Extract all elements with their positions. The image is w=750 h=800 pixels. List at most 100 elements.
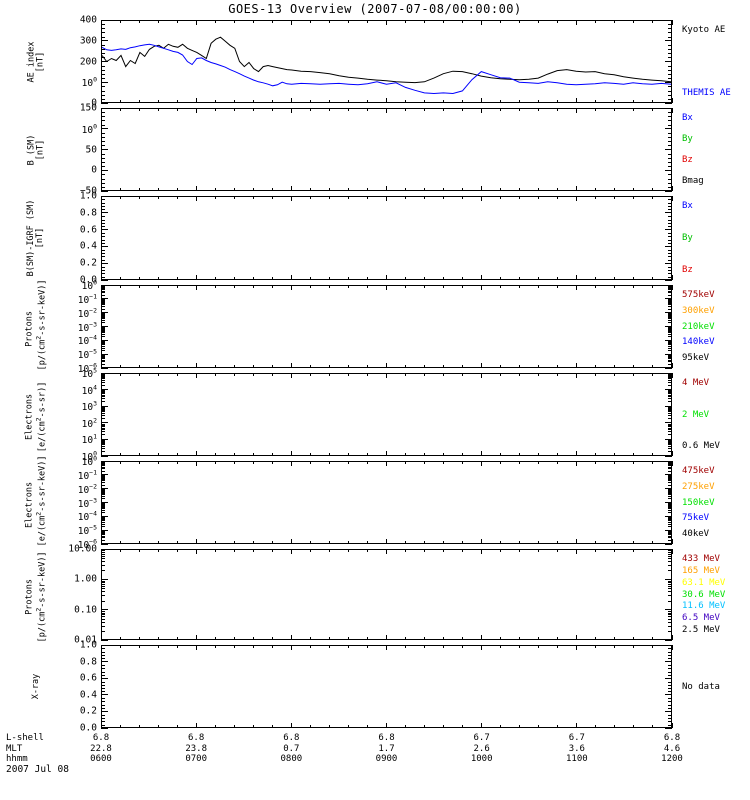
ytick-minor [101,390,105,392]
ytick-minor [668,535,672,537]
xtick-minor [443,541,445,544]
ytick-mark [101,40,108,42]
ytick-minor [668,489,672,491]
ytick-mark [101,460,108,462]
ytick-bigrf-4: 0.8 [79,207,97,219]
xtick-minor [119,645,121,648]
xtick-minor [500,549,502,552]
ytick-minor [668,476,672,478]
ytick-mark [101,710,108,712]
ytick-minor [101,582,105,584]
ytick-minor [101,440,105,442]
xtick-minor [119,365,121,368]
ytick-minor [668,336,672,338]
xtick-minor [614,20,616,23]
ytick-protons_kev-0: 10−6 [77,361,97,375]
xtick-minor [424,108,426,111]
xtick-minor [405,725,407,728]
xtick-minor [119,541,121,544]
xtick-minor [576,285,578,288]
xtick-minor [328,637,330,640]
ytick-minor [668,491,672,493]
ytick-minor [668,718,672,720]
ytick-minor [668,417,672,419]
ytick-minor [668,612,672,614]
ytick-minor [668,512,672,514]
ytick-minor [101,518,105,520]
xtick-minor [595,100,597,103]
ytick-minor [668,516,672,518]
xtick-minor [633,277,635,280]
ytick-mark [665,639,672,641]
xtick-minor [328,541,330,544]
ytick-minor [101,209,105,211]
xtick-minor [462,100,464,103]
ytick-minor [668,292,672,294]
xtick-minor [557,461,559,464]
ytick-mark [665,543,672,545]
xtick-minor [366,373,368,376]
ytick-minor [668,503,672,505]
xtick-minor [576,453,578,456]
xtick-minor [176,453,178,456]
ytick-minor [101,332,105,333]
ytick-minor [668,347,672,349]
xtick-minor [405,277,407,280]
ytick-minor [668,714,672,716]
xtick-minor [538,196,540,199]
xtick-minor [538,100,540,103]
ytick-minor [101,503,105,505]
xtick-minor [195,373,197,376]
ytick-minor [668,32,672,34]
xtick-minor [290,637,292,640]
ytick-minor [101,508,105,509]
legend-bigrf-0: Bx [682,201,693,211]
xaxis-row-label-l-shell: L-shell [6,733,44,743]
ytick-minor [668,414,672,416]
ytick-minor [101,49,105,51]
xtick-minor [138,461,140,464]
ylabel-protons_mev: Protons [p/(cm2-s-sr-keV)] [24,550,47,642]
xtick-minor [614,365,616,368]
xtick-minor [405,108,407,111]
xtick-minor [652,637,654,640]
ytick-bigrf-0: 0.0 [79,274,97,286]
xtick-minor [424,541,426,544]
legend-electrons_kev-2: 150keV [682,497,715,508]
xtick-minor [328,188,330,191]
ytick-minor [101,120,105,122]
xtick-minor [652,20,654,23]
xtick-minor [271,645,273,648]
xtick-minor [633,645,635,648]
ytick-minor [101,684,105,686]
ytick-minor [101,398,105,400]
xtick-minor [309,196,311,199]
ytick-mark [665,372,672,374]
xtick-minor [443,453,445,456]
ytick-minor [101,342,105,344]
ytick-minor [668,492,672,494]
xtick-minor [214,285,216,288]
xtick-minor [386,725,387,728]
ytick-minor [101,681,105,683]
xtick-minor [328,196,330,199]
xtick-minor [138,108,140,111]
ytick-mark [101,422,108,424]
ytick-minor [101,448,105,450]
xtick-minor [633,188,635,191]
xtick-minor [100,108,102,111]
xtick-minor [271,285,273,288]
ytick-minor [101,161,105,163]
ytick-minor [101,359,105,361]
ytick-minor [101,379,105,381]
ytick-minor [101,724,105,726]
xtick-minor [309,373,311,376]
ytick-minor [668,704,672,706]
xtick-minor [195,541,197,544]
xtick-minor [252,285,254,288]
xtick-minor [462,188,464,191]
xtick-minor [386,461,387,464]
ytick-minor [668,411,672,413]
ytick-minor [101,236,105,238]
ytick-electrons_kev-4: 10−2 [77,482,97,496]
